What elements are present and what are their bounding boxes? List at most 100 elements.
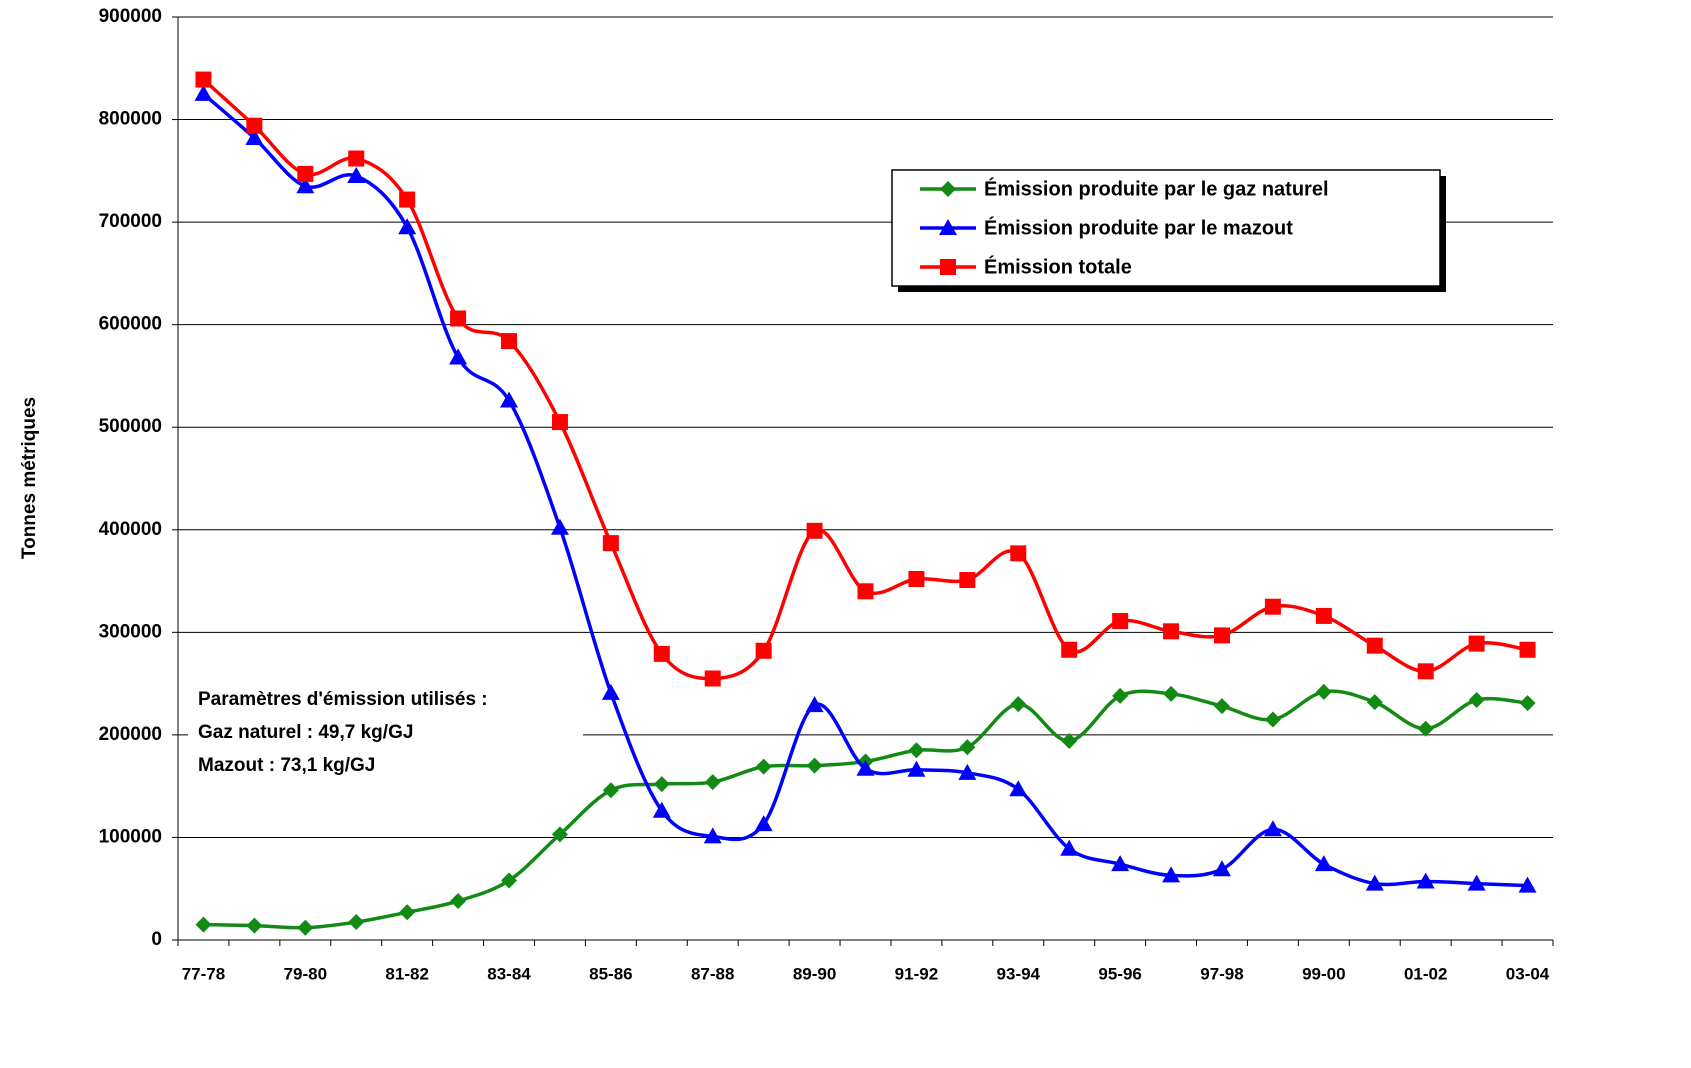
marker — [1009, 780, 1028, 797]
marker — [450, 893, 467, 910]
x-tick-label: 89-90 — [793, 964, 836, 983]
marker — [940, 259, 956, 275]
marker — [399, 904, 416, 921]
marker — [1264, 598, 1281, 615]
marker — [1519, 695, 1536, 712]
marker — [1417, 663, 1434, 680]
annotation-box — [188, 682, 583, 790]
x-tick-label: 87-88 — [691, 964, 734, 983]
marker — [501, 872, 518, 889]
marker — [1264, 711, 1281, 728]
marker — [398, 218, 417, 235]
marker — [296, 177, 315, 194]
legend-label: Émission produite par le gaz naturel — [984, 177, 1329, 200]
marker — [755, 642, 772, 659]
marker — [1467, 874, 1486, 891]
x-tick-label: 83-84 — [487, 964, 531, 983]
marker — [245, 129, 264, 146]
marker — [450, 310, 467, 327]
x-tick-label: 77-78 — [182, 964, 225, 983]
marker — [1060, 839, 1079, 856]
marker — [806, 757, 823, 774]
marker — [1163, 623, 1180, 640]
marker — [959, 739, 976, 756]
marker — [195, 916, 212, 933]
marker — [754, 815, 773, 832]
marker — [653, 776, 670, 793]
marker — [1213, 698, 1230, 715]
marker — [1061, 733, 1078, 750]
marker — [652, 801, 671, 818]
marker — [195, 71, 212, 88]
marker — [1213, 627, 1230, 644]
marker — [958, 763, 977, 780]
x-tick-label: 95-96 — [1098, 964, 1141, 983]
x-tick-label: 03-04 — [1506, 964, 1550, 983]
x-tick-label: 93-94 — [997, 964, 1041, 983]
marker — [653, 645, 670, 662]
marker — [1263, 820, 1282, 837]
marker — [348, 914, 365, 931]
marker — [908, 742, 925, 759]
marker — [1315, 683, 1332, 700]
marker — [1163, 685, 1180, 702]
marker — [602, 535, 619, 552]
y-tick-label: 600000 — [99, 314, 162, 335]
marker — [246, 917, 263, 934]
x-tick-label: 91-92 — [895, 964, 938, 983]
marker — [1366, 637, 1383, 654]
marker — [704, 774, 721, 791]
marker — [1366, 694, 1383, 711]
marker — [1519, 641, 1536, 658]
marker — [1111, 855, 1130, 872]
marker — [601, 683, 620, 700]
y-tick-label: 100000 — [99, 826, 162, 847]
marker — [939, 219, 957, 235]
legend-label: Émission totale — [984, 255, 1132, 278]
marker — [1315, 607, 1332, 624]
y-tick-label: 900000 — [99, 6, 162, 27]
marker — [755, 758, 772, 775]
y-tick-label: 800000 — [99, 109, 162, 130]
y-tick-label: 300000 — [99, 621, 162, 642]
annotation: Paramètres d'émission utilisés : — [198, 689, 488, 710]
marker — [1468, 692, 1485, 709]
marker — [1417, 720, 1434, 737]
marker — [703, 827, 722, 844]
marker — [1112, 613, 1129, 630]
y-tick-label: 400000 — [99, 519, 162, 540]
marker — [1518, 876, 1537, 893]
marker — [704, 670, 721, 687]
marker — [856, 759, 875, 776]
marker — [500, 391, 519, 408]
marker — [1314, 855, 1333, 872]
x-tick-label: 97-98 — [1200, 964, 1243, 983]
marker — [1212, 860, 1231, 877]
marker — [399, 191, 416, 208]
marker — [1365, 874, 1384, 891]
annotation: Gaz naturel : 49,7 kg/GJ — [198, 722, 413, 743]
y-tick-label: 700000 — [99, 211, 162, 232]
marker — [1010, 545, 1027, 562]
marker — [806, 522, 823, 539]
annotation: Mazout : 73,1 kg/GJ — [198, 755, 375, 776]
marker — [501, 333, 518, 350]
marker — [348, 150, 365, 167]
marker — [297, 165, 314, 182]
y-tick-label: 200000 — [99, 724, 162, 745]
marker — [1162, 866, 1181, 883]
marker — [940, 181, 956, 197]
legend — [891, 169, 1441, 287]
x-tick-label: 99-00 — [1302, 964, 1345, 983]
marker — [347, 166, 366, 183]
x-tick-label: 85-86 — [589, 964, 632, 983]
marker — [449, 348, 468, 365]
marker — [551, 414, 568, 431]
marker — [805, 696, 824, 713]
legend-label: Émission produite par le mazout — [984, 216, 1293, 239]
marker — [908, 571, 925, 588]
marker — [1416, 872, 1435, 889]
marker — [194, 84, 213, 101]
marker — [602, 782, 619, 799]
